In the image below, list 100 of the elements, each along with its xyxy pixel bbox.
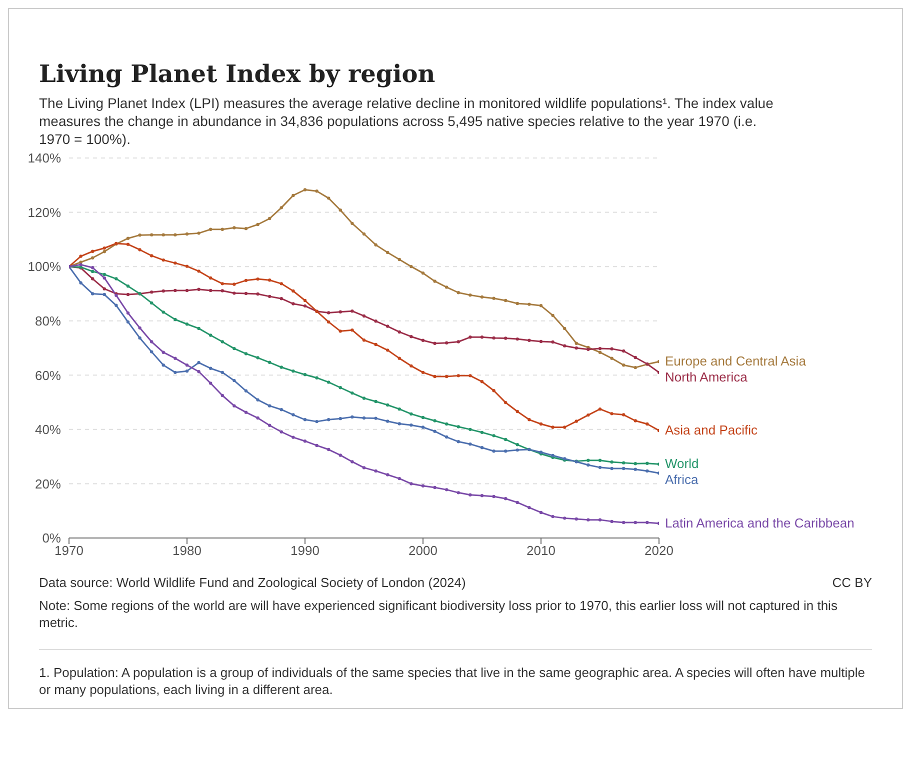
point — [150, 233, 154, 236]
point — [421, 426, 425, 429]
point — [410, 482, 413, 486]
point — [185, 264, 189, 268]
point — [79, 254, 82, 258]
point — [646, 520, 649, 524]
point — [280, 297, 283, 300]
point — [209, 334, 212, 337]
point — [504, 298, 508, 302]
point — [445, 422, 448, 426]
point — [374, 243, 378, 246]
point — [610, 460, 614, 464]
point — [327, 320, 330, 324]
point — [504, 497, 508, 500]
point — [386, 420, 390, 423]
point — [504, 450, 508, 453]
point — [79, 260, 82, 264]
point — [610, 520, 614, 524]
point — [162, 289, 165, 293]
point — [374, 400, 378, 404]
point — [622, 349, 626, 353]
point — [445, 488, 448, 492]
point — [539, 340, 543, 344]
point — [350, 328, 354, 332]
point — [209, 276, 212, 280]
point — [574, 342, 578, 345]
text: 1. Population: A population is a group of individuals of the same species that live in the same geographic area. A species will often have multiple or many populations, each living in a different area. — [39, 649, 872, 698]
point — [421, 271, 425, 275]
point — [480, 295, 484, 299]
point — [421, 416, 425, 420]
point — [197, 326, 200, 330]
point — [386, 473, 390, 476]
point — [292, 194, 295, 198]
point — [421, 338, 425, 342]
point — [634, 520, 637, 524]
point — [410, 264, 413, 268]
point — [303, 298, 307, 302]
point — [220, 282, 224, 286]
point — [232, 378, 236, 382]
point — [456, 491, 460, 494]
point — [256, 292, 260, 296]
point — [138, 336, 142, 340]
point — [303, 188, 307, 192]
point — [586, 413, 590, 417]
point — [162, 310, 165, 314]
point — [480, 494, 484, 498]
y-tick-label: 100% — [28, 259, 62, 274]
point — [185, 369, 189, 373]
point — [232, 404, 236, 408]
point — [126, 236, 130, 240]
point — [350, 391, 354, 395]
point — [574, 517, 578, 521]
point — [586, 463, 590, 467]
point — [338, 208, 342, 212]
point — [185, 232, 189, 236]
point — [528, 302, 531, 306]
point — [586, 458, 590, 462]
line-series — [69, 263, 659, 525]
point — [162, 350, 165, 354]
point — [468, 493, 472, 496]
point — [138, 326, 142, 330]
point — [197, 370, 200, 374]
point — [516, 443, 519, 446]
point — [610, 356, 614, 360]
x-tick-label: 1980 — [172, 543, 202, 558]
point — [220, 228, 224, 231]
point — [327, 418, 330, 422]
point — [327, 196, 330, 200]
point — [280, 366, 283, 369]
point — [102, 276, 106, 280]
point — [456, 291, 460, 294]
point — [374, 469, 378, 473]
source-note: Data source: World Wildlife Fund and Zoological Society of London (2024) — [39, 574, 466, 591]
point — [398, 476, 401, 480]
point — [209, 366, 212, 370]
point — [162, 233, 165, 236]
point — [174, 288, 177, 292]
point — [634, 366, 637, 370]
point — [292, 413, 295, 416]
point — [303, 418, 307, 422]
point — [162, 364, 165, 367]
point — [421, 370, 425, 374]
point — [480, 446, 484, 450]
point — [102, 292, 106, 296]
point — [280, 282, 283, 286]
point — [539, 510, 543, 514]
point — [244, 226, 248, 230]
point — [114, 277, 118, 280]
point — [197, 232, 200, 235]
point — [468, 442, 472, 446]
point — [374, 416, 378, 420]
point — [516, 410, 519, 414]
series-label: Latin America and the Caribbean — [665, 515, 854, 530]
point — [292, 436, 295, 439]
point — [362, 232, 366, 236]
y-tick-label: 0% — [42, 530, 62, 546]
point — [492, 494, 496, 498]
point — [598, 466, 602, 470]
point — [598, 346, 602, 350]
point — [386, 324, 390, 328]
